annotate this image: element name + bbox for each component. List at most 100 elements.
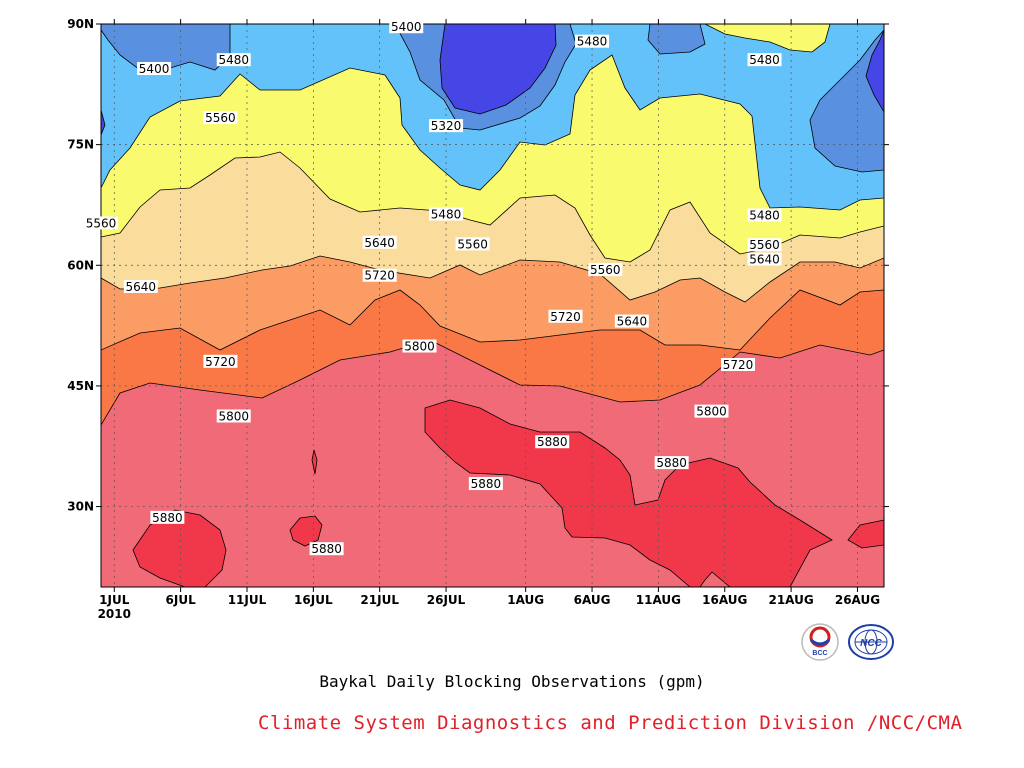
x-tick-label: 21AUG bbox=[768, 593, 813, 607]
contour-label-text: 5800 bbox=[404, 340, 435, 354]
svg-text:BCC: BCC bbox=[812, 650, 827, 657]
contour-label-bg bbox=[654, 456, 689, 470]
x-tick-label: 1AUG bbox=[507, 593, 544, 607]
contour-label: 5640 bbox=[614, 314, 649, 329]
contour-label-text: 5880 bbox=[537, 435, 568, 449]
x-tick-label: 26JUL bbox=[427, 593, 466, 607]
contour-label-bg bbox=[216, 53, 251, 67]
contour-label-text: 5560 bbox=[205, 111, 236, 125]
contour-label-text: 5720 bbox=[550, 310, 581, 324]
contour-label: 5720 bbox=[203, 354, 238, 369]
contour-label: 5880 bbox=[150, 510, 185, 525]
center-yellow-top bbox=[704, 24, 831, 53]
contour-label: 5640 bbox=[362, 235, 397, 250]
y-tick-label: 45N bbox=[67, 379, 94, 393]
x-tick-label: 11AUG bbox=[636, 593, 681, 607]
contour-label-bg bbox=[203, 354, 238, 368]
contour-label-text: 5480 bbox=[218, 53, 249, 67]
contour-label-text: 5720 bbox=[205, 355, 236, 369]
contour-label-text: 5560 bbox=[457, 237, 488, 251]
contour-label-bg bbox=[429, 119, 464, 133]
contour-label-text: 5560 bbox=[86, 216, 117, 230]
contour-label-text: 5560 bbox=[590, 263, 621, 277]
contour-label-text: 5720 bbox=[723, 358, 754, 372]
contour-label-bg bbox=[575, 34, 610, 48]
x-tick-label: 26AUG bbox=[835, 593, 880, 607]
contour-label-bg bbox=[402, 339, 437, 353]
contour-label-text: 5320 bbox=[431, 119, 462, 133]
contour-label-text: 5880 bbox=[471, 477, 502, 491]
contour-label: 5800 bbox=[694, 404, 729, 419]
contour-label-text: 5720 bbox=[364, 269, 395, 283]
contour-label-text: 5640 bbox=[364, 236, 395, 250]
contour-label-bg bbox=[309, 542, 344, 556]
band-gt5880-e bbox=[847, 519, 884, 549]
svg-text:NCC: NCC bbox=[860, 638, 882, 649]
contour-label-bg bbox=[468, 477, 503, 491]
contour-label: 5560 bbox=[203, 111, 238, 125]
x-tick-label: 21JUL bbox=[360, 593, 399, 607]
contour-label-text: 5800 bbox=[696, 405, 727, 419]
ncc-logo-icon: NCC bbox=[846, 622, 896, 662]
contour-label: 5880 bbox=[535, 435, 570, 449]
contour-label: 5480 bbox=[216, 53, 251, 67]
contour-label-bg bbox=[429, 207, 464, 221]
footer-credit: Climate System Diagnostics and Predictio… bbox=[258, 712, 963, 734]
band-lt5320 bbox=[101, 24, 884, 136]
contour-label-text: 5480 bbox=[749, 208, 780, 222]
x-tick-label: 16JUL bbox=[294, 593, 333, 607]
contour-label-bg bbox=[84, 216, 118, 230]
contour-label-bg bbox=[747, 53, 782, 67]
x-tick-label: 2010 bbox=[98, 607, 131, 621]
y-tick-label: 60N bbox=[67, 258, 94, 272]
contour-label: 5880 bbox=[468, 477, 503, 491]
contour-label-text: 5560 bbox=[749, 238, 780, 252]
contour-label-bg bbox=[535, 435, 570, 449]
contour-label: 5720 bbox=[721, 358, 756, 372]
contour-label: 5560 bbox=[588, 263, 623, 277]
contour-label-bg bbox=[694, 404, 729, 418]
contour-label-text: 5400 bbox=[139, 62, 170, 76]
contour-label: 5720 bbox=[362, 268, 397, 283]
contour-label-text: 5640 bbox=[617, 315, 648, 329]
contour-label-text: 5640 bbox=[126, 280, 157, 294]
contour-label-text: 5880 bbox=[311, 542, 342, 556]
contour-label-bg bbox=[747, 252, 782, 266]
contour-label: 5400 bbox=[137, 62, 172, 76]
y-tick-label: 90N bbox=[67, 17, 94, 31]
contour-label: 5880 bbox=[654, 456, 689, 470]
x-tick-label: 16AUG bbox=[702, 593, 747, 607]
contour-label-text: 5480 bbox=[749, 53, 780, 67]
contour-label: 5800 bbox=[402, 339, 437, 354]
contour-label-bg bbox=[747, 208, 782, 222]
contour-label: 5640 bbox=[123, 280, 158, 294]
contour-label-bg bbox=[123, 280, 158, 294]
contour-label: 5560 bbox=[747, 238, 782, 252]
y-tick-label: 30N bbox=[67, 500, 94, 514]
contour-label-text: 5800 bbox=[218, 409, 249, 423]
contour-label-bg bbox=[389, 20, 424, 34]
contour-label-text: 5480 bbox=[431, 208, 462, 222]
contour-label-bg bbox=[455, 237, 490, 251]
bcc-logo-icon: BCC bbox=[800, 622, 840, 662]
contour-label: 5560 bbox=[84, 216, 118, 230]
contour-label-text: 5400 bbox=[391, 20, 422, 34]
plot-frame bbox=[100, 23, 885, 588]
contour-label: 5880 bbox=[309, 542, 344, 556]
contour-label-text: 5640 bbox=[749, 253, 780, 267]
contour-label-bg bbox=[362, 235, 397, 249]
contour-label: 5480 bbox=[429, 207, 464, 222]
contour-label: 5480 bbox=[575, 34, 610, 49]
x-tick-label: 6JUL bbox=[166, 593, 197, 607]
contour-label-bg bbox=[203, 111, 238, 125]
contour-label-bg bbox=[548, 309, 583, 323]
y-tick-label: 75N bbox=[67, 138, 94, 152]
contour-label-bg bbox=[588, 263, 623, 277]
contour-label-bg bbox=[150, 510, 185, 524]
contour-label: 5480 bbox=[747, 208, 782, 222]
x-tick-label: 11JUL bbox=[228, 593, 267, 607]
contour-label-bg bbox=[721, 358, 756, 372]
contour-label-bg bbox=[614, 314, 649, 328]
contour-label-bg bbox=[137, 62, 172, 76]
